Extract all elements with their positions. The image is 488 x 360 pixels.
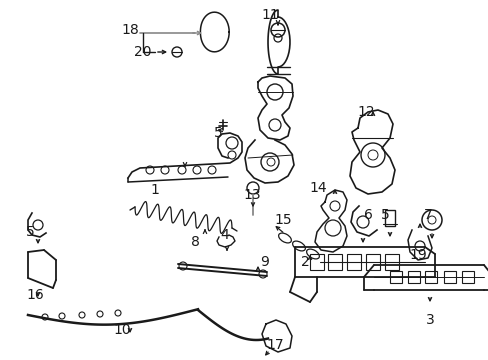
Bar (309, 254, 324, 270)
Bar (384, 210, 394, 226)
Text: 9: 9 (260, 255, 269, 269)
Bar (365, 254, 379, 270)
Text: 8: 8 (190, 235, 199, 249)
Text: 2: 2 (300, 255, 309, 269)
Bar (346, 254, 360, 270)
Text: 17: 17 (265, 338, 283, 352)
Text: 10: 10 (113, 323, 131, 337)
Bar (461, 271, 473, 283)
Bar (327, 254, 341, 270)
Text: 18: 18 (121, 23, 139, 37)
Text: 14: 14 (308, 181, 326, 195)
Bar (389, 271, 401, 283)
Text: 11: 11 (261, 8, 278, 22)
Text: 4: 4 (220, 228, 229, 242)
Bar (407, 271, 419, 283)
Text: 13: 13 (243, 188, 260, 202)
Text: 7: 7 (423, 208, 431, 222)
Text: 15: 15 (274, 213, 291, 227)
Text: 12: 12 (356, 105, 374, 119)
Text: 5: 5 (213, 126, 222, 140)
Bar (384, 254, 398, 270)
Text: 20: 20 (134, 45, 151, 59)
Bar (443, 271, 455, 283)
Text: 5: 5 (25, 225, 34, 239)
Bar (424, 271, 436, 283)
Text: 6: 6 (363, 208, 372, 222)
Text: 5: 5 (380, 208, 388, 222)
Text: 1: 1 (150, 183, 159, 197)
Text: 16: 16 (26, 288, 44, 302)
Text: 19: 19 (408, 248, 426, 262)
Text: 3: 3 (425, 313, 433, 327)
